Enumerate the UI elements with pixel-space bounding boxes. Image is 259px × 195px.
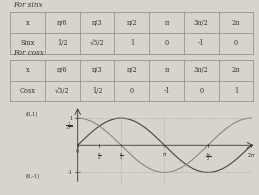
Text: π/6: π/6 (57, 66, 68, 74)
Text: π: π (164, 66, 169, 74)
Text: -1: -1 (163, 87, 170, 95)
Text: 1: 1 (69, 116, 73, 121)
Text: (0,-1): (0,-1) (26, 174, 40, 179)
Text: √3/2: √3/2 (90, 39, 104, 47)
Text: π: π (164, 19, 169, 27)
Text: π/6: π/6 (57, 19, 68, 27)
Text: x: x (26, 19, 30, 27)
Text: 0: 0 (164, 39, 169, 47)
Text: Sinx: Sinx (20, 39, 35, 47)
Text: -1: -1 (198, 39, 204, 47)
Text: π/3: π/3 (92, 19, 103, 27)
Text: 1/2: 1/2 (57, 39, 68, 47)
Text: 3π/2: 3π/2 (194, 66, 208, 74)
Text: (0,1): (0,1) (26, 112, 38, 117)
Text: Cosx: Cosx (20, 87, 36, 95)
Text: 2π: 2π (232, 19, 240, 27)
Text: For sinx: For sinx (13, 1, 42, 9)
Text: π/2: π/2 (126, 66, 137, 74)
Text: √3/2: √3/2 (55, 87, 70, 95)
Text: 0: 0 (76, 149, 80, 154)
Text: 1/2: 1/2 (92, 87, 102, 95)
Text: 3π/2: 3π/2 (194, 19, 208, 27)
Text: -1: -1 (67, 170, 73, 175)
Text: 0: 0 (199, 87, 203, 95)
Text: π/3: π/3 (92, 66, 103, 74)
Text: 1: 1 (234, 87, 238, 95)
Text: $\frac{\pi}{4}$: $\frac{\pi}{4}$ (97, 151, 102, 162)
Text: For cosx: For cosx (13, 49, 44, 57)
Text: 2π: 2π (232, 66, 240, 74)
Text: $\frac{\pi}{2}$: $\frac{\pi}{2}$ (119, 151, 123, 162)
Text: $\pi$: $\pi$ (162, 151, 167, 158)
Text: $\frac{3\pi}{2}$: $\frac{3\pi}{2}$ (205, 151, 211, 163)
Text: 0: 0 (130, 87, 134, 95)
Text: π/2: π/2 (126, 19, 137, 27)
Text: 1: 1 (130, 39, 134, 47)
Text: $\frac{1}{\sqrt{2}}$: $\frac{1}{\sqrt{2}}$ (65, 120, 73, 132)
Text: x: x (26, 66, 30, 74)
Text: 0: 0 (234, 39, 238, 47)
Text: $2\pi$: $2\pi$ (247, 151, 256, 159)
